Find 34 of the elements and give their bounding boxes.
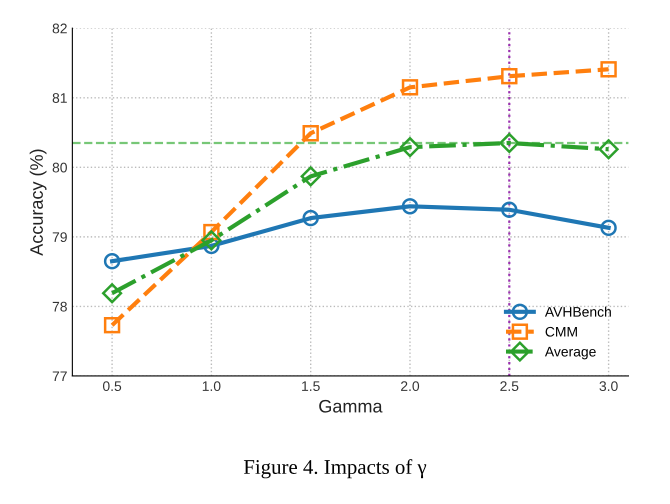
y-tick-label: 82 xyxy=(52,24,67,34)
point xyxy=(501,68,518,84)
point xyxy=(302,210,319,226)
point xyxy=(600,220,617,236)
point xyxy=(600,61,617,78)
y-tick-label: 81 xyxy=(52,93,67,103)
x-tick-label: 1.0 xyxy=(202,381,220,392)
point xyxy=(402,198,418,214)
point xyxy=(201,230,222,250)
point xyxy=(302,125,319,142)
legend-label: CMM xyxy=(546,326,577,337)
x-tick-label: 2.5 xyxy=(500,381,518,392)
point xyxy=(598,139,619,160)
x-tick-label: 2.0 xyxy=(401,381,420,392)
y-tick-label: 77 xyxy=(52,371,67,382)
point xyxy=(102,283,122,304)
x-tick-label: 0.5 xyxy=(102,381,122,392)
x-axis-title: Gamma xyxy=(319,400,383,413)
point xyxy=(499,132,520,154)
y-axis-title: Accuracy (%) xyxy=(30,150,46,256)
point xyxy=(104,253,120,270)
point xyxy=(402,79,418,96)
x-tick-label: 1.5 xyxy=(302,381,320,392)
legend-label: Average xyxy=(544,346,596,360)
y-tick-label: 79 xyxy=(52,232,67,242)
point xyxy=(300,166,321,186)
y-tick-label: 80 xyxy=(52,162,67,172)
point xyxy=(501,202,518,218)
point xyxy=(104,317,120,334)
x-tick-label: 3.0 xyxy=(599,381,618,392)
legend-label: AVHBench xyxy=(544,306,611,317)
y-tick-label: 78 xyxy=(52,302,67,312)
caption: Figure 4. Impacts of γ xyxy=(244,459,426,478)
point xyxy=(400,137,420,158)
